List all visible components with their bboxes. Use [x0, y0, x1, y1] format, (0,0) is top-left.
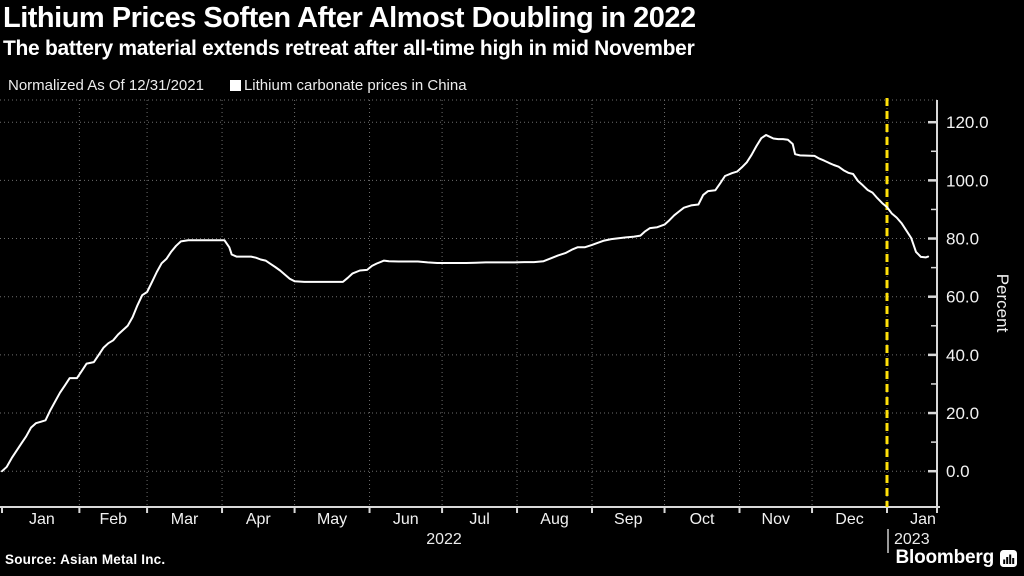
month-label: Oct — [690, 511, 715, 528]
month-label: Dec — [835, 511, 863, 528]
chart-title: Lithium Prices Soften After Almost Doubl… — [3, 2, 696, 34]
price-line — [1, 134, 930, 473]
source-note: Source: Asian Metal Inc. — [5, 552, 166, 567]
y-tick-labels: 0.0 20.0 40.0 60.0 80.0 100.0 120.0 — [946, 113, 989, 481]
y-tick-label: 80.0 — [946, 230, 979, 249]
month-label: Aug — [540, 511, 568, 528]
month-label: Jan — [910, 511, 936, 528]
axis-lines — [0, 100, 940, 513]
legend-swatch-icon — [229, 80, 241, 91]
month-label: Jul — [469, 511, 489, 528]
legend: Normalized As Of 12/31/2021 Lithium carb… — [8, 77, 467, 94]
month-label: May — [317, 511, 347, 528]
month-labels: Jan Feb Mar Apr May Jun Jul Aug Sep Oct Nov Dec Jan — [29, 511, 936, 528]
legend-item: Lithium carbonate prices in China — [229, 77, 467, 94]
month-label: Feb — [99, 511, 127, 528]
y-tick-label: 100.0 — [946, 171, 989, 190]
month-label: Jun — [393, 511, 419, 528]
grid-lines — [0, 99, 937, 507]
month-label: Apr — [246, 511, 272, 528]
legend-note: Normalized As Of 12/31/2021 — [8, 77, 204, 94]
y-tick-label: 40.0 — [946, 346, 979, 365]
y-axis-title: Percent — [993, 273, 1012, 333]
year-label-2022: 2022 — [426, 531, 462, 548]
year-label-2023: 2023 — [894, 531, 930, 548]
month-label: Mar — [171, 511, 199, 528]
axis-ticks — [1, 120, 937, 513]
month-label: Sep — [614, 511, 643, 528]
bar-chart-terminal-icon — [1000, 549, 1017, 567]
bloomberg-wordmark: Bloomberg — [895, 547, 995, 568]
y-tick-label: 60.0 — [946, 288, 979, 307]
legend-series-label: Lithium carbonate prices in China — [243, 77, 467, 94]
month-label: Nov — [762, 511, 790, 528]
year-separator — [887, 529, 889, 553]
month-label: Jan — [29, 511, 55, 528]
price-line-group — [1, 134, 930, 473]
y-tick-label: 120.0 — [946, 113, 989, 132]
bloomberg-logo: Bloomberg — [896, 547, 1017, 569]
y-tick-label: 0.0 — [946, 462, 970, 481]
chart-subtitle: The battery material extends retreat aft… — [3, 37, 695, 60]
y-tick-label: 20.0 — [946, 404, 979, 423]
